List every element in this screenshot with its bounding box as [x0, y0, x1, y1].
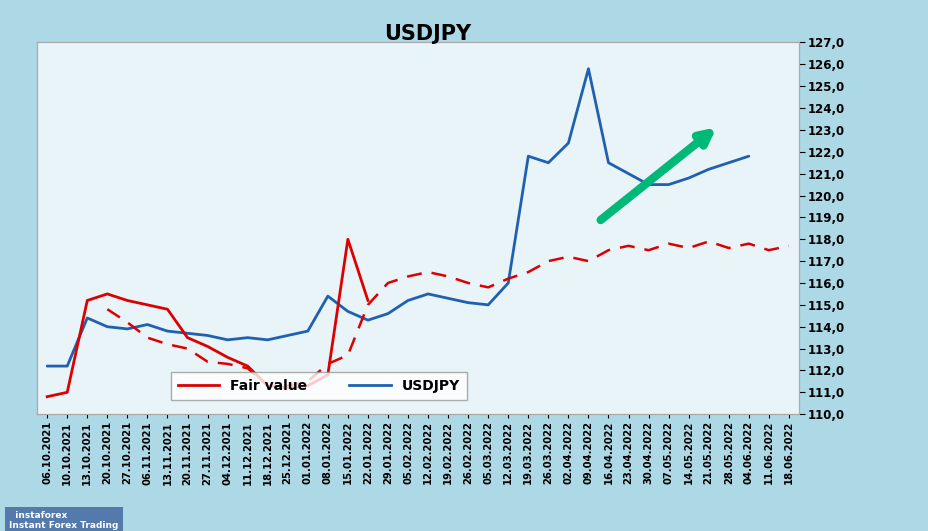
Legend: Fair value, USDJPY: Fair value, USDJPY: [171, 372, 467, 400]
Text: USDJPY: USDJPY: [383, 24, 470, 44]
Text: instaforex
Instant Forex Trading: instaforex Instant Forex Trading: [9, 511, 119, 530]
